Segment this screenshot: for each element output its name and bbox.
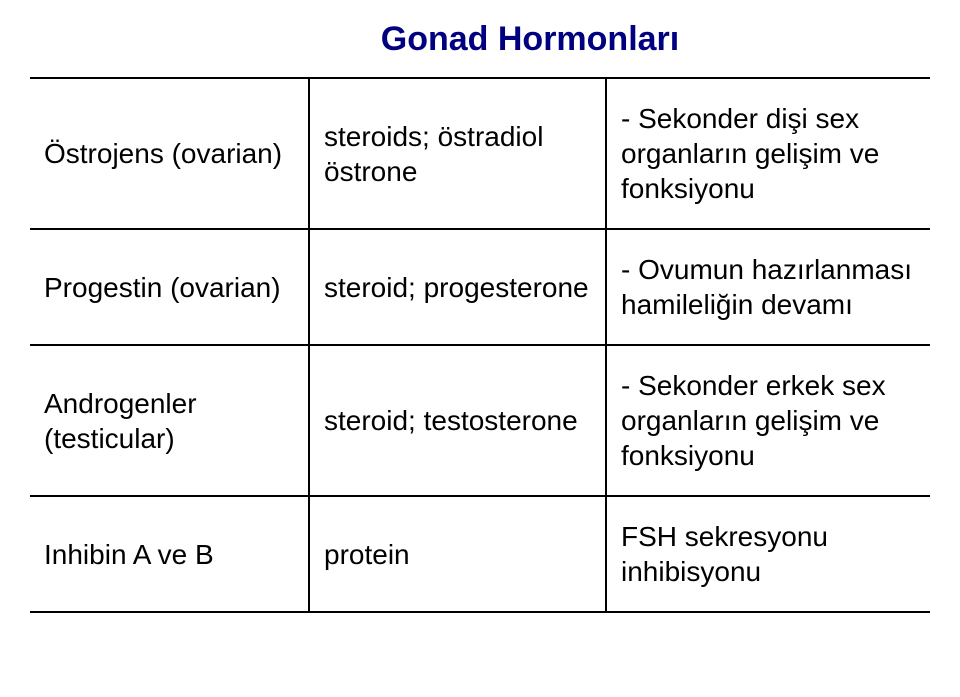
cell-chemistry: steroid; progesterone — [309, 229, 606, 345]
cell-name: Östrojens (ovarian) — [30, 78, 309, 229]
cell-function: - Sekonder dişi sex organların gelişim v… — [606, 78, 930, 229]
cell-name: Androgenler (testicular) — [30, 345, 309, 496]
page: Gonad Hormonları Östrojens (ovarian) ste… — [0, 0, 960, 697]
hormone-table: Östrojens (ovarian) steroids; östradiol … — [30, 77, 930, 613]
cell-function: - Sekonder erkek sex organların gelişim … — [606, 345, 930, 496]
cell-chemistry: steroids; östradiol östrone — [309, 78, 606, 229]
table-row: Inhibin A ve B protein FSH sekresyonu in… — [30, 496, 930, 612]
cell-chemistry: protein — [309, 496, 606, 612]
cell-name: Progestin (ovarian) — [30, 229, 309, 345]
cell-function: FSH sekresyonu inhibisyonu — [606, 496, 930, 612]
table-row: Androgenler (testicular) steroid; testos… — [30, 345, 930, 496]
cell-chemistry: steroid; testosterone — [309, 345, 606, 496]
table-row: Progestin (ovarian) steroid; progesteron… — [30, 229, 930, 345]
page-title: Gonad Hormonları — [30, 20, 930, 59]
cell-name: Inhibin A ve B — [30, 496, 309, 612]
cell-function: - Ovumun hazırlanması hamileliğin devamı — [606, 229, 930, 345]
table-row: Östrojens (ovarian) steroids; östradiol … — [30, 78, 930, 229]
